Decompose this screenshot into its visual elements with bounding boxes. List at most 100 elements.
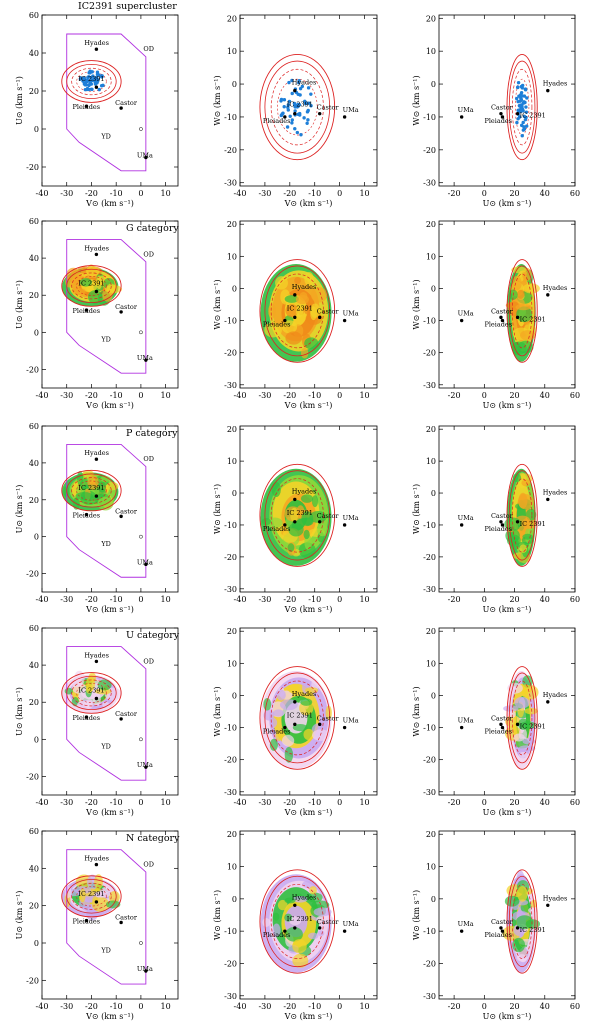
y-axis-title: W⊙ (km s⁻¹) [213,890,222,940]
y-tick-label: -30 [423,788,436,797]
x-tick-label: -20 [283,595,296,604]
star-point [520,105,524,109]
y-tick-label: 60 [29,217,39,226]
dashed-ellipse [76,275,107,296]
group-label: Hyades [292,690,317,698]
y-tick-label: 60 [29,827,39,836]
y-tick-label: 10 [426,47,436,56]
group-marker [318,111,322,116]
density-patch [304,271,314,286]
group-marker [342,929,347,933]
density-patch [264,322,282,338]
y-tick-label: 40 [29,459,39,468]
star-point [89,87,94,91]
group-marker [84,918,89,923]
y-tick-label: 0 [34,939,39,948]
y-tick-label: 60 [29,624,39,633]
y-tick-label: 0 [232,489,237,498]
density-patch [79,888,86,903]
x-tick-label: 0 [482,189,487,198]
star-point [99,84,104,88]
star-point [302,116,306,120]
density-patch [303,728,314,741]
x-tick-label: 10 [359,798,369,807]
y-axis-title: W⊙ (km s⁻¹) [412,686,421,736]
group-marker [499,926,503,930]
density-patch [317,524,329,537]
x-tick-label: -30 [60,391,73,400]
sun-marker [139,127,143,131]
star-point [297,81,301,85]
group-marker [515,520,520,524]
confidence-ellipse [264,265,331,357]
star-point [83,87,88,92]
region-boundary [66,239,147,374]
row-title: U category [126,630,180,641]
group-label: Pleiades [263,931,291,939]
group-label: Pleiades [484,728,512,736]
group-marker [94,457,99,461]
density-patch [287,543,295,552]
group-label: UMa [137,152,153,160]
y-tick-label: -20 [26,976,39,985]
density-patch [106,482,119,491]
x-axis-title: U⊙ (km s⁻¹) [483,199,532,208]
group-marker [318,315,322,320]
density-patch [518,751,529,758]
group-marker [144,969,148,973]
x-tick-label: 20 [509,798,519,807]
y-tick-label: 20 [426,14,436,23]
group-marker [94,494,99,498]
plot-frame [239,830,378,1000]
star-point [93,82,98,86]
density-patch [515,915,534,930]
group-marker [293,903,297,908]
group-label: Hyades [543,691,568,699]
x-tick-label: 40 [540,189,550,198]
group-label: Castor [491,104,514,112]
group-label: Castor [317,714,340,722]
group-marker [500,929,505,933]
star-point [290,118,294,122]
group-marker [94,47,99,51]
y-tick-label: -30 [423,381,436,390]
density-patch [515,304,531,311]
density-patch [292,895,308,903]
x-tick-label: 60 [570,189,580,198]
region-label-yd: YD [100,540,111,548]
group-label: Pleiades [263,728,291,736]
density-patch [276,689,286,701]
star-point [309,104,313,108]
plot-frame [438,830,576,1000]
group-label: UMa [458,717,474,725]
x-tick-label: -30 [258,1002,271,1011]
density-patch [292,953,309,968]
x-tick-label: -30 [60,189,73,198]
density-patch [79,278,93,287]
y-tick-label: -10 [423,927,436,936]
density-patch [262,918,271,927]
density-patch [514,696,530,709]
group-marker [499,722,503,727]
star-point [290,91,294,96]
density-patch [295,294,309,305]
x-tick-label: 10 [359,189,369,198]
star-point [522,114,527,119]
star-point [83,83,87,87]
group-label: UMa [458,514,474,522]
group-label: Pleiades [73,103,101,111]
row-title: P category [126,428,178,439]
star-point [525,124,529,128]
y-tick-label: 10 [227,47,237,56]
star-point [523,87,528,92]
group-label: Hyades [84,449,109,457]
x-tick-label: -40 [36,391,49,400]
group-marker [144,358,148,362]
panel-uw-row2: Hyades Pleiades Castor IC 2391 UMa -20 0 20 40 60… [412,425,580,614]
y-tick-label: 0 [431,284,436,293]
region-label-yd: YD [100,133,111,141]
confidence-ellipse [506,463,538,567]
group-marker [515,926,520,930]
density-patch [285,926,303,942]
